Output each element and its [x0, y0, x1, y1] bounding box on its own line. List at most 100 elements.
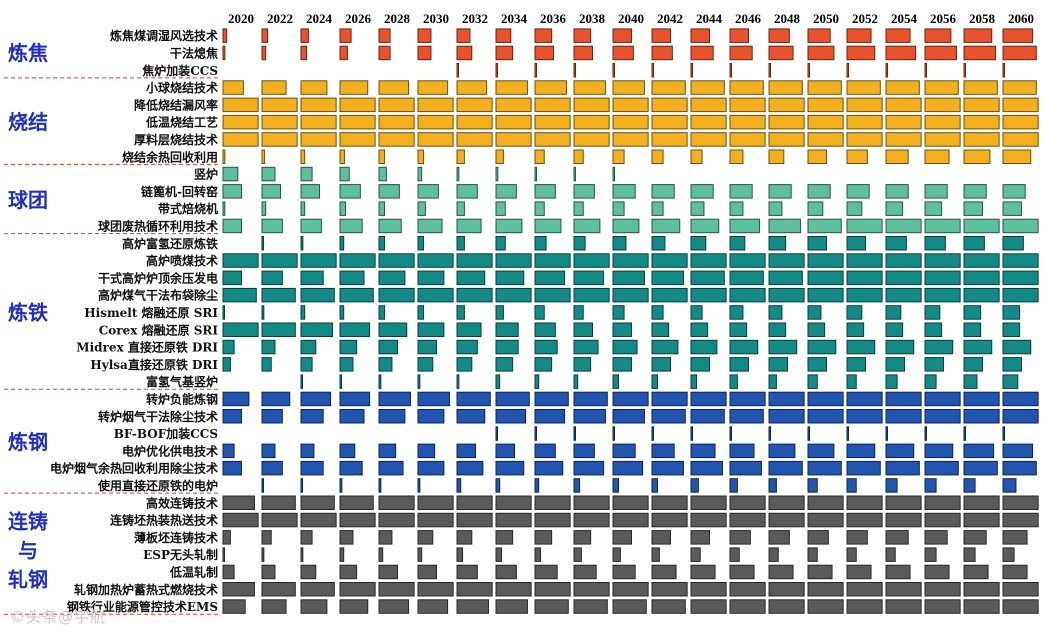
bar-cell — [690, 391, 727, 407]
year-tick-label: 2058 — [969, 11, 996, 26]
bar-cell — [612, 564, 636, 580]
bar-cell — [495, 253, 532, 268]
bar-cell — [651, 478, 659, 493]
bar-cell — [378, 132, 415, 147]
bar-cell — [378, 166, 387, 182]
bar-cell — [261, 443, 276, 459]
technology-label: 干式高炉炉顶余压发电 — [98, 270, 218, 285]
bar-cell — [651, 253, 688, 268]
bar-cell — [729, 374, 738, 389]
bar-cell — [768, 460, 803, 476]
bar-cell — [339, 132, 376, 147]
bar-cell — [222, 218, 242, 234]
bar-cell — [456, 287, 493, 303]
bar-cell — [690, 322, 709, 337]
bar-cell — [300, 391, 332, 407]
bar-cell — [339, 287, 374, 303]
bar-cell — [885, 45, 917, 61]
bar-cell — [417, 80, 449, 95]
bar-cell — [807, 97, 844, 113]
bar-cell — [1002, 426, 1005, 441]
bar-cell — [612, 166, 615, 182]
bar-cell — [300, 460, 324, 476]
bar-cell — [300, 236, 304, 251]
bar-cell — [651, 45, 673, 61]
bar-cell — [573, 357, 592, 372]
bar-cell — [495, 357, 514, 372]
technology-label: 炼焦煤调湿风选技术 — [110, 28, 218, 43]
bar-cell — [222, 28, 228, 43]
bar-cell — [846, 357, 866, 372]
bar-cell — [300, 149, 306, 164]
bar-cell — [612, 512, 649, 528]
bar-cell — [885, 391, 922, 407]
bar-cell — [924, 478, 937, 493]
bar-cell — [495, 218, 523, 234]
bar-cell — [963, 530, 987, 545]
bar-cell — [417, 201, 426, 216]
technology-label: 链篦机-回转窑 — [141, 184, 218, 199]
bar-cell — [963, 564, 989, 580]
bar-cell — [1002, 599, 1039, 614]
bar-cell — [573, 236, 586, 251]
bar-cell — [573, 305, 584, 320]
bar-cell — [495, 426, 498, 441]
bar-cell — [768, 599, 805, 614]
bar-cell — [573, 391, 608, 407]
bar-cell — [261, 599, 287, 614]
bar-cell — [261, 409, 283, 424]
bar-cell — [807, 547, 818, 562]
technology-label: 高炉煤气干法布袋除尘 — [98, 288, 218, 303]
bar-cell — [963, 495, 1000, 510]
bar-cell — [456, 114, 493, 130]
bar-cell — [534, 287, 571, 303]
bar-cell — [261, 582, 296, 597]
group-label: 炼焦 — [8, 41, 48, 65]
bar-cell — [417, 599, 449, 614]
bar-cell — [1002, 443, 1034, 459]
bar-cell — [612, 357, 632, 372]
bar-cell — [768, 28, 790, 43]
bar-cell — [729, 132, 766, 147]
bar-cell — [729, 97, 766, 113]
bar-cell — [417, 512, 454, 528]
bar-cell — [690, 530, 710, 545]
bar-cell — [885, 97, 922, 113]
bar-cell — [534, 236, 547, 251]
bar-cell — [690, 478, 699, 493]
bar-cell — [807, 460, 842, 476]
bar-cell — [378, 409, 406, 424]
bar-cell — [651, 132, 688, 147]
year-tick-label: 2046 — [735, 11, 762, 26]
bar-cell — [807, 530, 829, 545]
bar-cell — [1002, 530, 1028, 545]
bar-cell — [261, 287, 296, 303]
bar-cell — [1002, 114, 1039, 130]
bar-cell — [690, 599, 727, 614]
bar-cell — [417, 582, 454, 597]
bar-cell — [222, 322, 259, 337]
year-tick-label: 2040 — [618, 11, 644, 26]
bar-cell — [729, 322, 748, 337]
technology-label: Hismelt 熔融还原 SRI — [84, 305, 218, 320]
bar-cell — [1002, 201, 1022, 216]
bar-cell — [807, 478, 818, 493]
bar-cell — [300, 322, 333, 337]
bar-cell — [729, 357, 749, 372]
bar-cell — [651, 80, 686, 95]
bar-cell — [768, 357, 788, 372]
technology-label: 薄板坯连铸技术 — [134, 530, 218, 545]
bar-cell — [690, 80, 725, 95]
bar-cell — [612, 28, 632, 43]
bar-cell — [495, 547, 503, 562]
year-tick-label: 2024 — [306, 11, 333, 26]
bar-cell — [924, 28, 952, 43]
bar-cell — [456, 149, 465, 164]
bar-cell — [573, 287, 610, 303]
bar-cell — [807, 236, 827, 251]
group-label: 烧结 — [8, 110, 48, 134]
bar-cell — [339, 582, 376, 597]
bar-cell — [768, 512, 805, 528]
year-tick-label: 2056 — [930, 11, 957, 26]
bar-cell — [651, 443, 675, 459]
